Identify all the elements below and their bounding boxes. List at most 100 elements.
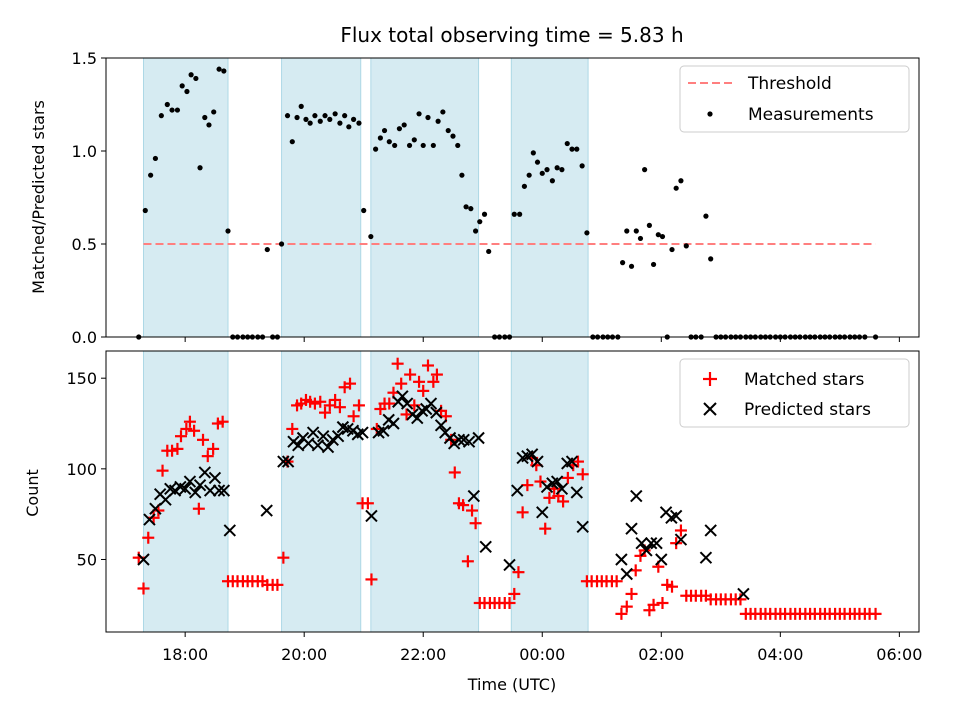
matched-star-point xyxy=(383,397,396,410)
predicted-star-point xyxy=(208,471,222,485)
legend-matched-swatch xyxy=(703,372,717,386)
observing-window-2 xyxy=(281,57,362,338)
measurement-point xyxy=(289,139,295,145)
observing-window-1 xyxy=(142,57,229,338)
predicted-star-point xyxy=(400,397,414,410)
measurement-points xyxy=(136,66,879,340)
predicted-star-point xyxy=(306,426,320,439)
predicted-star-point xyxy=(550,475,564,488)
measurement-point xyxy=(579,163,585,169)
predicted-star-point xyxy=(217,484,231,497)
matched-star-point xyxy=(180,422,193,435)
matched-star-point xyxy=(333,401,346,414)
predicted-star-point xyxy=(149,502,162,515)
measurement-point xyxy=(477,219,483,225)
predicted-star-point xyxy=(365,509,378,523)
measurement-point xyxy=(539,170,545,176)
matched-star-point xyxy=(365,573,378,586)
measurement-point xyxy=(377,135,383,141)
matched-star-point xyxy=(503,596,516,609)
matched-star-point xyxy=(610,575,623,588)
measurement-point xyxy=(646,222,652,228)
matched-star-point xyxy=(508,587,521,600)
matched-star-point xyxy=(404,368,417,381)
measurement-point xyxy=(169,107,175,113)
measurement-point xyxy=(420,142,426,149)
measurement-point xyxy=(152,155,158,162)
matched-star-point xyxy=(188,424,201,437)
measurement-point xyxy=(179,83,185,89)
legend-predicted-swatch xyxy=(703,402,717,416)
y-tick-label: 100 xyxy=(66,460,97,479)
measurement-point xyxy=(211,109,217,115)
matched-star-point xyxy=(395,377,408,390)
measurement-point xyxy=(517,211,523,217)
top-legend-box xyxy=(679,65,910,133)
measurement-point xyxy=(425,114,431,121)
matched-star-point xyxy=(166,444,179,457)
bottom-y-ticks: 50 100 150 xyxy=(66,369,106,569)
matched-star-point xyxy=(620,600,633,613)
predicted-star-point xyxy=(635,536,648,550)
measurement-point xyxy=(620,260,626,266)
matched-star-point xyxy=(539,522,552,535)
measurement-point xyxy=(332,111,338,117)
measurement-point xyxy=(463,204,469,210)
measurement-point xyxy=(264,246,270,253)
measurement-point xyxy=(569,146,575,152)
predicted-star-point xyxy=(525,448,539,461)
measurement-point xyxy=(158,113,164,119)
predicted-star-point xyxy=(331,429,345,443)
predicted-star-point xyxy=(479,540,492,554)
measurement-point xyxy=(368,233,374,240)
measurement-point xyxy=(642,167,648,173)
predicted-star-point xyxy=(620,567,633,581)
top-y-ticks: 0.0 0.5 1.0 1.5 xyxy=(72,49,106,347)
predicted-star-point xyxy=(511,484,524,497)
predicted-star-point xyxy=(669,509,683,523)
predicted-star-point xyxy=(311,439,325,452)
measurement-point xyxy=(174,107,181,113)
top-x-ticks xyxy=(184,337,900,342)
measurement-point xyxy=(559,167,565,173)
predicted-star-point xyxy=(536,506,549,519)
matched-star-point xyxy=(625,587,638,600)
measurement-point xyxy=(350,116,357,122)
measurement-point xyxy=(406,142,413,149)
top-legend: Threshold Measurements xyxy=(679,65,910,133)
measurement-point xyxy=(386,139,392,145)
predicted-star-point xyxy=(555,482,569,495)
x-tick-label: 22:00 xyxy=(400,645,446,664)
measurement-point xyxy=(445,127,451,134)
matched-star-point xyxy=(469,517,482,530)
matched-star-point xyxy=(192,502,205,515)
legend-matched-label: Matched stars xyxy=(744,370,864,390)
observing-window-4 xyxy=(510,57,589,338)
measurement-point xyxy=(574,146,580,152)
predicted-star-point xyxy=(650,536,663,550)
matched-star-point xyxy=(674,524,687,537)
measurement-point xyxy=(396,126,403,132)
matched-star-point xyxy=(417,384,430,397)
predicted-star-point xyxy=(302,437,315,450)
predicted-star-point xyxy=(644,536,658,550)
x-tick-label: 20:00 xyxy=(281,645,327,664)
measurement-point xyxy=(202,114,208,121)
matched-star-point xyxy=(521,479,534,492)
matched-star-point xyxy=(207,442,220,455)
matched-star-point xyxy=(156,464,169,477)
measurement-point xyxy=(481,211,488,217)
predicted-star-point xyxy=(387,417,400,430)
matched-star-point xyxy=(413,375,426,388)
legend-measurements-label: Measurements xyxy=(748,105,874,125)
matched-star-point xyxy=(286,422,299,435)
legend-predicted-label: Predicted stars xyxy=(744,400,871,420)
matched-star-point xyxy=(347,410,360,423)
measurement-point xyxy=(327,116,333,122)
matched-star-point xyxy=(216,415,229,428)
predicted-star-point xyxy=(321,440,335,454)
matched-star-point xyxy=(448,466,461,479)
count-panel: 50 100 150 18:00 20:00 22:00 00:00 02:00 04:00 0… xyxy=(23,350,922,694)
measurement-point xyxy=(678,178,684,184)
